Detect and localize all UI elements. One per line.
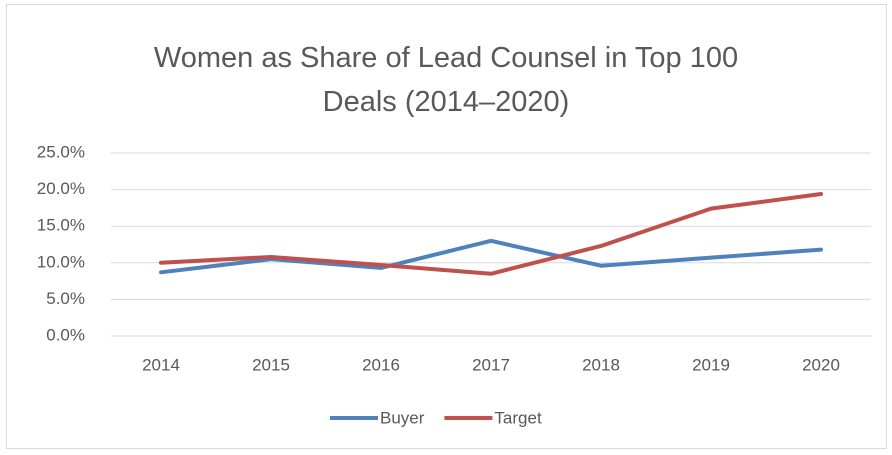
x-tick-label: 2016 (362, 355, 400, 374)
x-tick-label: 2018 (582, 355, 620, 374)
y-tick-label: 20.0% (37, 179, 85, 198)
y-tick-label: 5.0% (46, 289, 85, 308)
legend-label: Buyer (380, 408, 425, 427)
x-tick-label: 2020 (802, 355, 840, 374)
x-tick-label: 2019 (692, 355, 730, 374)
series-line (159, 191, 823, 276)
series-line (159, 238, 823, 275)
chart-title: Women as Share of Lead Counsel in Top 10… (153, 42, 739, 118)
x-tick-label: 2017 (472, 355, 510, 374)
x-tick-label: 2014 (142, 355, 180, 374)
y-tick-label: 0.0% (46, 325, 85, 344)
y-tick-label: 15.0% (37, 216, 85, 235)
legend-label: Target (494, 408, 542, 427)
y-tick-label: 25.0% (37, 142, 85, 161)
x-tick-label: 2015 (252, 355, 290, 374)
y-tick-label: 10.0% (37, 252, 85, 271)
